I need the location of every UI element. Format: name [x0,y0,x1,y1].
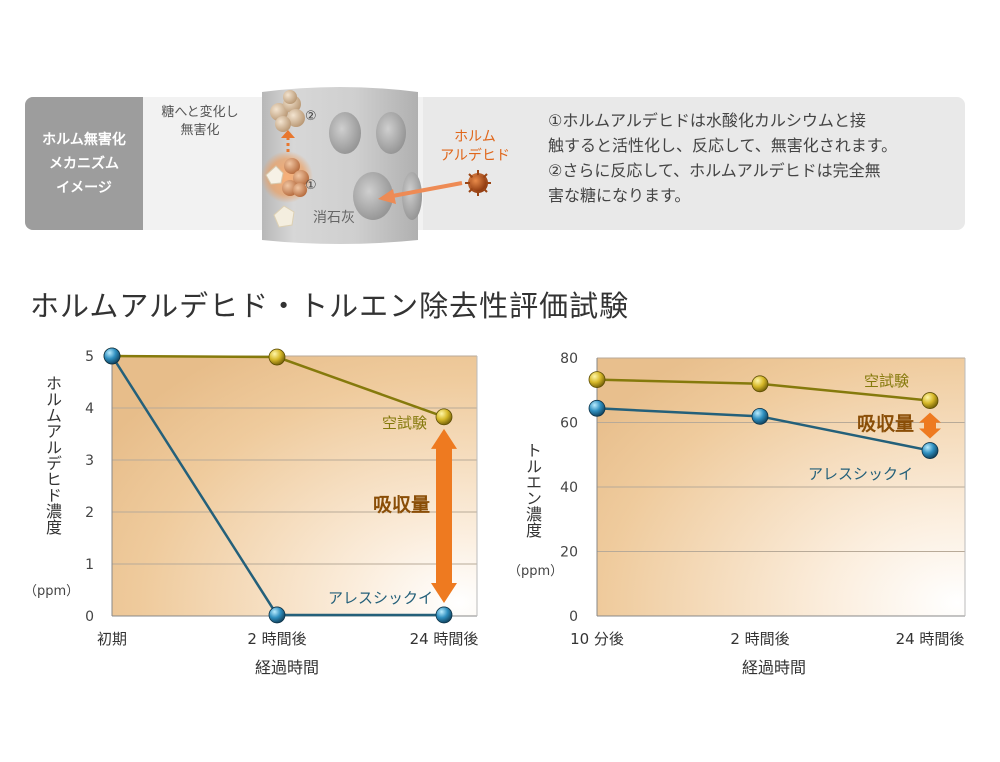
series-label: 空試験 [382,414,427,432]
data-point [588,399,606,417]
y-tick-label: 5 [85,349,94,365]
x-tick-label: 2 時間後 [730,630,789,648]
y-tick-label: 2 [85,505,94,521]
x-tick-label: 初期 [97,630,127,648]
absorption-arrow-icon [919,412,941,439]
series-label: 空試験 [864,372,909,390]
y-tick-label: 3 [85,453,94,469]
y-tick-label: 0 [85,609,94,625]
step-1-marker: ① [305,178,317,193]
sugar-label: 糖へと変化し 無害化 [161,105,239,138]
absorption-label: 吸収量 [857,413,914,435]
lime-hole-2 [376,112,406,154]
mechanism-description: ①ホルムアルデヒドは水酸化カルシウムと接 触すると活性化し、反応して、無害化され… [548,111,898,205]
absorption-label: 吸収量 [373,494,430,516]
data-point [268,606,286,624]
data-point [588,371,606,389]
series-label: アレスシックイ [808,465,913,483]
lime-hole-4 [402,172,422,220]
chart-2-y-axis-label: トルエン濃度 [523,442,542,538]
data-point [268,348,286,366]
data-point [751,375,769,393]
x-tick-label: 10 分後 [570,630,624,648]
x-tick-label: 24 時間後 [410,630,479,648]
absorption-arrow-icon [431,428,457,603]
chart-1-y-axis-label: ホルムアルデヒド濃度 [43,375,62,535]
chart-1-y-unit: （ppm） [24,584,80,599]
data-point [435,408,453,426]
reaction-arrow-up-icon [281,130,295,152]
page-title: ホルムアルデヒド・トルエン除去性評価試験 [30,289,630,323]
formaldehyde-arrow-icon [378,181,463,204]
data-point [435,606,453,624]
chart-1-plot-area [112,356,477,616]
formaldehyde-label: ホルム アルデヒド [440,129,510,164]
x-tick-label: 2 時間後 [247,630,306,648]
chart-2-y-unit: （ppm） [508,564,564,579]
activated-molecule-icon [265,158,309,197]
series-label: アレスシックイ [328,589,433,607]
data-point [921,442,939,459]
y-tick-label: 60 [560,416,578,432]
lime-label: 消石灰 [313,210,355,226]
y-tick-label: 0 [569,609,578,625]
lime-hole-3 [353,172,393,220]
step-2-marker: ② [305,109,317,124]
chart-1-x-axis-label: 経過時間 [255,658,320,677]
y-tick-label: 20 [560,545,578,561]
data-point [103,347,121,365]
y-tick-label: 80 [560,351,578,367]
y-tick-label: 40 [560,480,578,496]
data-point [751,407,769,425]
y-tick-label: 1 [85,557,94,573]
chart-2-x-axis-label: 経過時間 [742,658,807,677]
formaldehyde-molecule-icon [465,170,491,196]
mechanism-label: ホルム無害化 メカニズム イメージ [25,97,143,230]
calcium-hydroxide-icon [273,205,295,228]
lime-hole-1 [329,112,361,154]
x-tick-label: 24 時間後 [896,630,965,648]
data-point [921,392,939,409]
y-tick-label: 4 [85,401,94,417]
sugar-molecule-icon [270,90,305,132]
